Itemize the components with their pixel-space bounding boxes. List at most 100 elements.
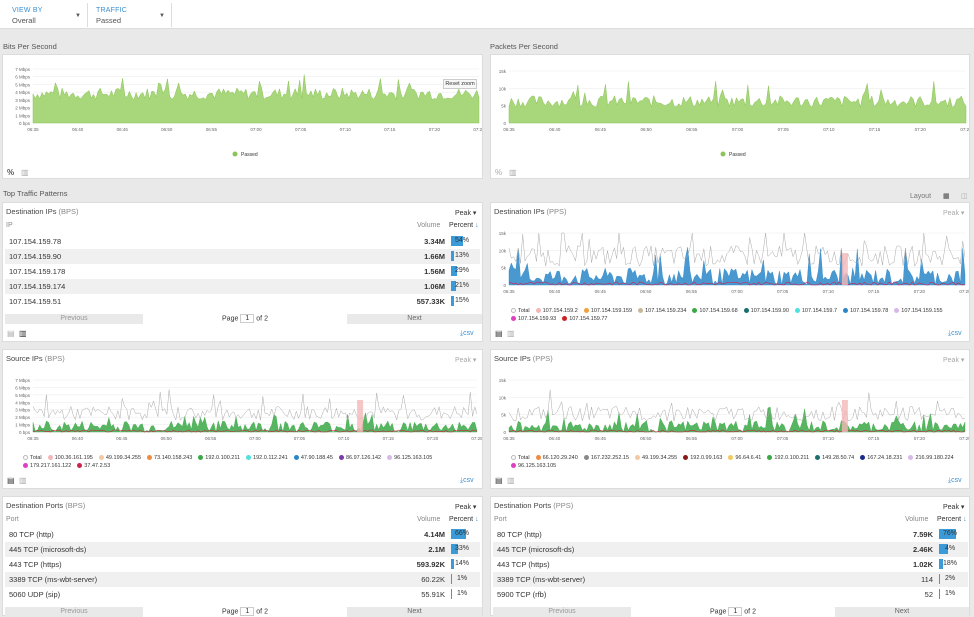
legend-item[interactable]: 107.154.159.159 xyxy=(583,307,632,315)
traffic-select[interactable]: TRAFFIC Passed ▼ xyxy=(88,3,172,27)
percent-toggle-icon[interactable]: % xyxy=(7,168,15,177)
bits-per-second-chart[interactable]: 7 Mbps 6 Mbps 5 Mbps 4 Mbps 3 Mbps 2 Mbps 1 Mb… xyxy=(3,55,482,163)
legend-item[interactable]: 107.154.159.234 xyxy=(638,307,686,315)
legend-item[interactable]: Total xyxy=(511,307,530,315)
page-input[interactable]: 1 xyxy=(240,607,255,616)
col-percent[interactable]: Percent ↓ xyxy=(449,516,479,523)
table-row[interactable]: 107.154.159.178 1.56M 29% xyxy=(5,264,480,279)
legend-item[interactable]: 107.154.159.155 xyxy=(894,307,943,315)
page-input[interactable]: 1 xyxy=(240,314,255,323)
series-line xyxy=(508,429,966,433)
peak-dropdown[interactable]: Peak ▾ xyxy=(943,357,965,364)
bar-chart-icon[interactable]: ▥ xyxy=(21,168,29,177)
table-view-icon[interactable]: ▤ xyxy=(7,476,15,485)
packets-per-second-chart[interactable]: 15k 10k 5k 006:35 06:40 06:45 06:50 06:55 07:00 0… xyxy=(491,55,969,163)
csv-export-button[interactable]: ⤓csv xyxy=(460,477,474,484)
legend-item[interactable]: 86.97.126.142 xyxy=(338,454,381,462)
peak-dropdown[interactable]: Peak ▾ xyxy=(455,504,477,511)
legend-item[interactable]: 107.154.159.2 xyxy=(535,307,578,315)
table-view-icon[interactable]: ▤ xyxy=(495,476,503,485)
bar-chart-icon[interactable]: ▥ xyxy=(507,329,515,338)
table-row[interactable]: 107.154.159.90 1.66M 13% xyxy=(5,249,480,264)
legend-item[interactable]: 96.125.163.105 xyxy=(511,462,556,470)
column-layout-icon[interactable]: ◫ xyxy=(961,193,968,200)
next-button[interactable]: Next xyxy=(347,607,482,617)
csv-export-button[interactable]: ⤓csv xyxy=(948,330,962,337)
legend-swatch xyxy=(511,463,516,469)
csv-export-button[interactable]: ⤓csv xyxy=(460,330,474,337)
table-row[interactable]: 445 TCP (microsoft-ds) 2.1M 33% xyxy=(5,542,480,557)
reset-zoom-button[interactable]: Reset zoom xyxy=(443,79,477,89)
legend-item[interactable]: 107.154.159.68 xyxy=(692,307,738,315)
percent-text: 14% xyxy=(454,560,469,567)
legend-item[interactable]: 192.0.99.163 xyxy=(683,454,722,462)
legend-item[interactable]: 107.154.159.77 xyxy=(562,315,607,323)
col-volume[interactable]: Volume xyxy=(417,222,441,229)
bar-chart-icon[interactable]: ▥ xyxy=(19,476,27,485)
legend-item[interactable]: 167.24.18.231 xyxy=(860,454,902,462)
table-row[interactable]: 445 TCP (microsoft-ds) 2.46K 4% xyxy=(493,542,968,557)
legend-item[interactable]: 96.64.6.41 xyxy=(728,454,761,462)
source-ips-bps-chart[interactable]: 7 Mbps 6 Mbps 5 Mbps 4 Mbps 3 Mbps 2 Mbps 1 Mb… xyxy=(3,374,482,454)
legend-item[interactable]: 107.154.159.93 xyxy=(511,315,556,323)
legend-item[interactable]: 73.140.158.243 xyxy=(147,454,192,462)
dest-ips-pps-chart[interactable]: 15k 10k 5k 006:35 06:40 06:45 06:50 06:55 07:00 0… xyxy=(491,227,969,307)
total-line xyxy=(508,232,966,267)
legend-item[interactable]: 167.232.252.15 xyxy=(583,454,629,462)
peak-dropdown[interactable]: Peak ▾ xyxy=(943,504,965,511)
table-row[interactable]: 3389 TCP (ms-wbt-server) 114 2% xyxy=(493,572,968,587)
legend-item[interactable]: 47.90.188.45 xyxy=(293,454,333,462)
table-view-icon[interactable]: ▤ xyxy=(7,329,15,338)
percent-text: 2% xyxy=(944,575,956,582)
legend-item[interactable]: 66.120.29.240 xyxy=(535,454,578,462)
grid-layout-icon[interactable]: ▦ xyxy=(943,193,950,200)
view-by-select[interactable]: VIEW BY Overall ▼ xyxy=(4,3,88,27)
legend-item[interactable]: 192.0.100.211 xyxy=(767,454,809,462)
legend-item[interactable]: 149.28.50.74 xyxy=(815,454,854,462)
previous-button[interactable]: Previous xyxy=(5,607,143,617)
table-row[interactable]: 5900 TCP (rfb) 52 1% xyxy=(493,587,968,602)
table-row[interactable]: 80 TCP (http) 4.14M 66% xyxy=(5,527,480,542)
bar-chart-icon[interactable]: ▥ xyxy=(19,329,27,338)
next-button[interactable]: Next xyxy=(835,607,969,617)
legend-item[interactable]: 107.154.159.90 xyxy=(743,307,789,315)
legend-item[interactable]: 107.154.159.78 xyxy=(843,307,888,315)
page-input[interactable]: 1 xyxy=(728,607,743,616)
legend-item[interactable]: 192.0.112.241 xyxy=(246,454,288,462)
percent-toggle-icon[interactable]: % xyxy=(495,168,503,177)
legend-item[interactable]: 37.47.2.53 xyxy=(77,462,110,470)
legend-item[interactable]: 96.125.163.105 xyxy=(387,454,432,462)
table-row[interactable]: 107.154.159.174 1.06M 21% xyxy=(5,279,480,294)
peak-dropdown[interactable]: Peak ▾ xyxy=(455,357,477,364)
table-row[interactable]: 443 TCP (https) 1.02K 18% xyxy=(493,557,968,572)
legend-item[interactable]: 100.36.161.195 xyxy=(47,454,93,462)
legend-item[interactable]: 216.99.180.224 xyxy=(908,454,954,462)
table-row[interactable]: 5060 UDP (sip) 55.91K 1% xyxy=(5,587,480,602)
previous-button[interactable]: Previous xyxy=(493,607,631,617)
table-row[interactable]: 107.154.159.51 557.33K 15% xyxy=(5,294,480,309)
table-row[interactable]: 443 TCP (https) 593.92K 14% xyxy=(5,557,480,572)
table-row[interactable]: 3389 TCP (ms-wbt-server) 60.22K 1% xyxy=(5,572,480,587)
col-volume[interactable]: Volume xyxy=(417,516,441,523)
table-row[interactable]: 80 TCP (http) 7.59K 76% xyxy=(493,527,968,542)
table-view-icon[interactable]: ▤ xyxy=(495,329,503,338)
col-percent[interactable]: Percent ↓ xyxy=(449,222,479,229)
legend-item[interactable]: 179.217.161.122 xyxy=(23,462,71,470)
peak-dropdown[interactable]: Peak ▾ xyxy=(943,210,965,217)
legend-item[interactable]: 192.0.100.211 xyxy=(198,454,240,462)
next-button[interactable]: Next xyxy=(347,314,482,324)
peak-dropdown[interactable]: Peak ▾ xyxy=(455,210,477,217)
source-ips-pps-chart[interactable]: 15k 10k 5k 006:35 06:40 06:45 06:50 06:55 07:00 0… xyxy=(491,374,969,454)
legend-item[interactable]: 49.199.34.255 xyxy=(98,454,141,462)
table-row[interactable]: 107.154.159.78 3.34M 54% xyxy=(5,234,480,249)
previous-button[interactable]: Previous xyxy=(5,314,143,324)
legend-item[interactable]: 107.154.159.7 xyxy=(794,307,837,315)
bar-chart-icon[interactable]: ▥ xyxy=(509,168,517,177)
bar-chart-icon[interactable]: ▥ xyxy=(507,476,515,485)
csv-export-button[interactable]: ⤓csv xyxy=(948,477,962,484)
col-volume[interactable]: Volume xyxy=(905,516,929,523)
legend-item[interactable]: Total xyxy=(23,454,42,462)
col-percent[interactable]: Percent ↓ xyxy=(937,516,967,523)
legend-item[interactable]: Total xyxy=(511,454,530,462)
legend-item[interactable]: 49.199.34.255 xyxy=(635,454,677,462)
